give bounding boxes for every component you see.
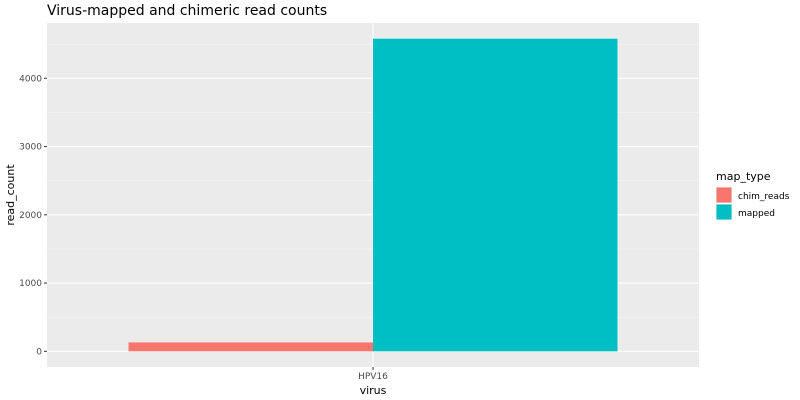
y-tick-label: 0 (36, 347, 42, 357)
x-axis: HPV16 (358, 367, 388, 382)
legend-label-chim_reads: chim_reads (738, 192, 790, 202)
bar-chim_reads (128, 342, 373, 352)
chart-title: Virus-mapped and chimeric read counts (47, 3, 327, 19)
y-tick-label: 3000 (19, 143, 42, 153)
legend-title: map_type (716, 170, 771, 183)
bars (128, 38, 618, 352)
legend-key-chim_reads (716, 187, 732, 203)
legend-key-mapped (716, 204, 732, 220)
y-tick-label: 4000 (19, 74, 42, 84)
y-axis-title: read_count (4, 164, 17, 226)
x-tick-label: HPV16 (358, 372, 388, 382)
legend-label-mapped: mapped (738, 209, 775, 219)
x-axis-title: virus (360, 384, 387, 397)
y-axis: 0 1000 2000 3000 4000 (19, 74, 47, 357)
y-tick-label: 2000 (19, 211, 42, 221)
bar-mapped (373, 38, 618, 352)
y-tick-label: 1000 (19, 279, 42, 289)
